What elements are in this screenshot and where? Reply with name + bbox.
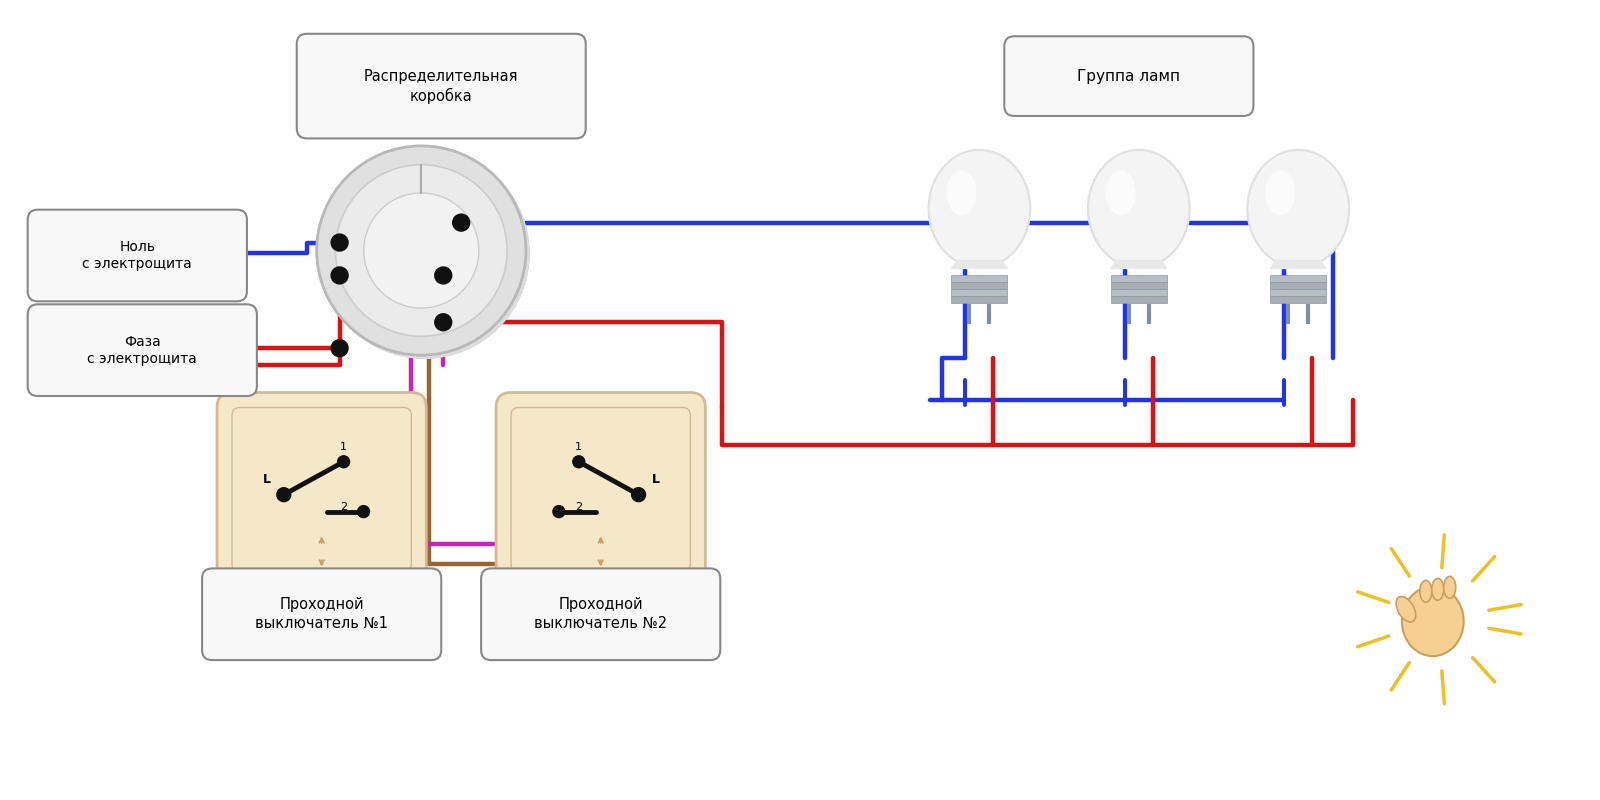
Ellipse shape [1419,580,1432,602]
FancyBboxPatch shape [27,210,246,302]
Text: 1: 1 [576,442,582,452]
FancyBboxPatch shape [1110,275,1166,282]
Text: 2: 2 [341,502,347,512]
FancyBboxPatch shape [952,282,1008,289]
FancyBboxPatch shape [202,569,442,660]
Text: 1: 1 [341,442,347,452]
FancyBboxPatch shape [296,34,586,138]
Circle shape [435,267,451,284]
FancyBboxPatch shape [1110,296,1166,302]
Ellipse shape [1397,597,1416,622]
FancyBboxPatch shape [1270,282,1326,289]
Circle shape [573,456,584,468]
Ellipse shape [1432,578,1443,600]
Circle shape [320,149,530,358]
FancyBboxPatch shape [952,289,1008,296]
Polygon shape [952,261,1008,269]
Circle shape [435,314,451,330]
FancyBboxPatch shape [1270,275,1326,282]
Circle shape [331,234,349,251]
Circle shape [554,506,565,518]
Circle shape [331,340,349,357]
Text: Группа ламп: Группа ламп [1077,69,1181,84]
Ellipse shape [1106,170,1136,215]
FancyBboxPatch shape [952,296,1008,302]
FancyBboxPatch shape [952,275,1008,282]
Circle shape [336,165,507,336]
FancyBboxPatch shape [482,569,720,660]
Text: Распределительная
коробка: Распределительная коробка [365,69,518,104]
Ellipse shape [947,170,976,215]
FancyBboxPatch shape [232,407,411,572]
Text: L: L [262,474,270,486]
Text: Фаза
с электрощита: Фаза с электрощита [88,334,197,366]
Text: 2: 2 [576,502,582,512]
FancyBboxPatch shape [496,393,706,587]
FancyBboxPatch shape [1005,36,1253,116]
Ellipse shape [1443,576,1456,598]
FancyBboxPatch shape [1270,289,1326,296]
FancyBboxPatch shape [1110,282,1166,289]
Ellipse shape [1266,170,1296,215]
Circle shape [357,506,370,518]
Polygon shape [1110,261,1166,269]
Ellipse shape [1088,150,1190,267]
Ellipse shape [1248,150,1349,267]
Ellipse shape [928,150,1030,267]
Circle shape [320,149,530,358]
Circle shape [331,267,349,284]
FancyBboxPatch shape [1270,296,1326,302]
Ellipse shape [1402,586,1464,656]
Circle shape [277,488,291,502]
Polygon shape [1270,261,1326,269]
FancyBboxPatch shape [218,393,426,587]
Text: Ноль
с электрощита: Ноль с электрощита [83,240,192,271]
Circle shape [338,456,349,468]
Circle shape [320,149,530,358]
FancyBboxPatch shape [510,407,690,572]
Circle shape [632,488,645,502]
Circle shape [453,214,470,231]
Text: Проходной
выключатель №1: Проходной выключатель №1 [254,598,389,631]
FancyBboxPatch shape [1110,289,1166,296]
Text: L: L [651,474,659,486]
FancyBboxPatch shape [27,304,258,396]
Text: Проходной
выключатель №2: Проходной выключатель №2 [534,598,667,631]
Circle shape [317,146,526,355]
Circle shape [363,193,478,308]
